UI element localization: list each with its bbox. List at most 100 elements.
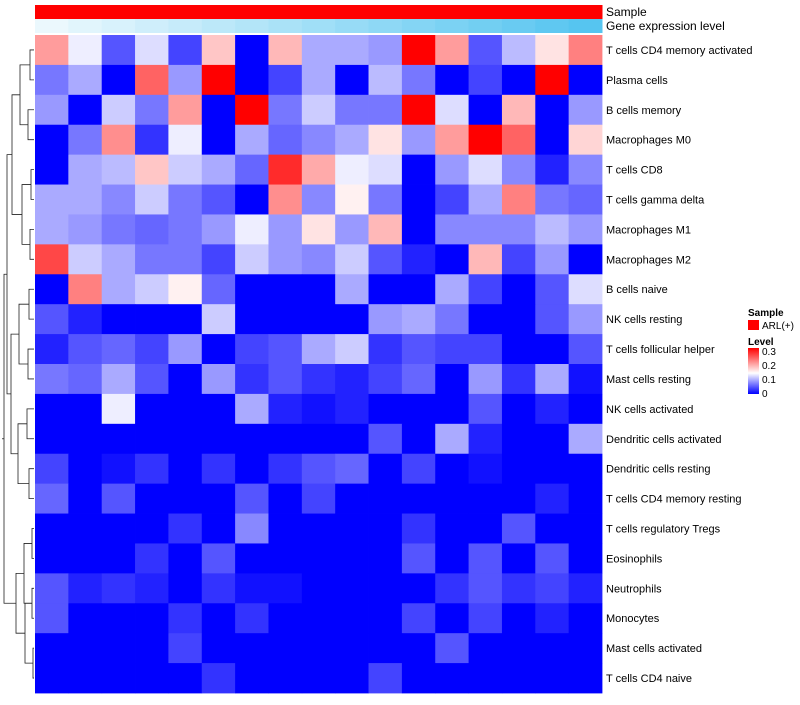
heatmap-cell [435,543,469,574]
heatmap-cell [368,94,403,126]
annotation-cell [535,5,570,19]
heatmap-cell [168,94,203,126]
dendrogram-branch [29,229,34,260]
heatmap-cell [468,543,503,574]
heatmap-cell [35,603,69,634]
row-label: T cells CD4 naive [606,673,692,685]
heatmap-cell [568,573,603,604]
heatmap-cell [201,154,236,185]
heatmap-cell [68,364,103,395]
heatmap-cell [268,603,303,634]
heatmap-cell [68,573,103,604]
annotation-cell [168,5,203,19]
heatmap-cell [535,244,570,275]
heatmap-cell [168,214,203,245]
heatmap-cell [568,513,603,544]
heatmap-cell [101,603,136,634]
heatmap-cell [35,184,69,215]
heatmap-cell [101,304,136,335]
annotation-cell [368,19,403,33]
heatmap-cell [101,214,136,245]
heatmap-cell [335,393,369,425]
heatmap-cell [401,124,436,156]
row-label: T cells CD8 [606,165,663,177]
heatmap-cell [501,543,536,574]
heatmap-cell [235,483,269,514]
heatmap-cell [335,244,369,275]
heatmap-cell [201,393,236,425]
heatmap-cell [368,35,403,66]
heatmap-cell [268,214,303,245]
annotation-cell [201,5,236,19]
annotation-cell [435,5,470,19]
heatmap-cell [301,274,336,305]
heatmap-cell [435,573,469,604]
legend-sample-swatch [748,320,759,330]
heatmap-cell [201,274,236,305]
heatmap-cell [135,483,169,514]
heatmap-cell [368,214,403,245]
heatmap-cell [68,184,103,215]
heatmap-cell [68,64,103,96]
heatmap-cell [501,94,536,126]
heatmap-cell [568,214,603,245]
row-label: T cells gamma delta [606,195,705,207]
heatmap-cell [335,633,369,664]
heatmap-cell [268,364,303,395]
annotation-cell [568,19,603,33]
heatmap-cell [101,573,136,604]
heatmap-cell [135,35,169,66]
heatmap-cell [235,393,269,425]
dendrogram-branch [29,49,34,81]
heatmap-cell [68,393,103,425]
dendrogram-branch [32,647,34,679]
heatmap-cell [235,453,269,485]
heatmap-cell [435,423,469,455]
heatmap-cell [368,603,403,634]
heatmap-cell [335,124,369,156]
heatmap-cell [335,214,369,245]
heatmap-cell [168,423,203,455]
heatmap-cell [401,64,436,96]
heatmap-cell [135,393,169,425]
heatmap-cell [235,423,269,455]
heatmap-cell [301,154,336,185]
heatmap-cell [201,663,236,694]
heatmap-cell [101,483,136,514]
heatmap-cell [101,364,136,395]
heatmap-cell [235,304,269,335]
heatmap-cell [35,334,69,365]
heatmap-cell [335,513,369,544]
heatmap-cell [468,304,503,335]
heatmap-cell [235,64,269,96]
annotation-cell [335,19,370,33]
heatmap-cell [468,214,503,245]
heatmap-cell [535,94,570,126]
heatmap-cell [435,513,469,544]
heatmap-cell [535,453,570,485]
heatmap-cell [101,274,136,305]
heatmap-cell [468,364,503,395]
annotation-cell [301,5,336,19]
heatmap-cell [435,304,469,335]
heatmap-cell [468,334,503,365]
heatmap-cell [235,214,269,245]
heatmap-cell [268,543,303,574]
heatmap-cell [35,154,69,185]
dendrogram-branch [30,169,34,200]
heatmap-cell [568,543,603,574]
heatmap-cell [235,663,269,694]
heatmap-cell [435,364,469,395]
heatmap-cell [335,64,369,96]
heatmap-cell [568,274,603,305]
heatmap-cell [268,124,303,156]
heatmap-cell [301,35,336,66]
heatmap-cell [368,663,403,694]
heatmap-cell [68,214,103,245]
heatmap-cell [168,483,203,514]
heatmap-cell [401,214,436,245]
heatmap-cell [401,513,436,544]
heatmap-cell [268,334,303,365]
heatmap-cell [68,274,103,305]
heatmap-cell [401,244,436,275]
